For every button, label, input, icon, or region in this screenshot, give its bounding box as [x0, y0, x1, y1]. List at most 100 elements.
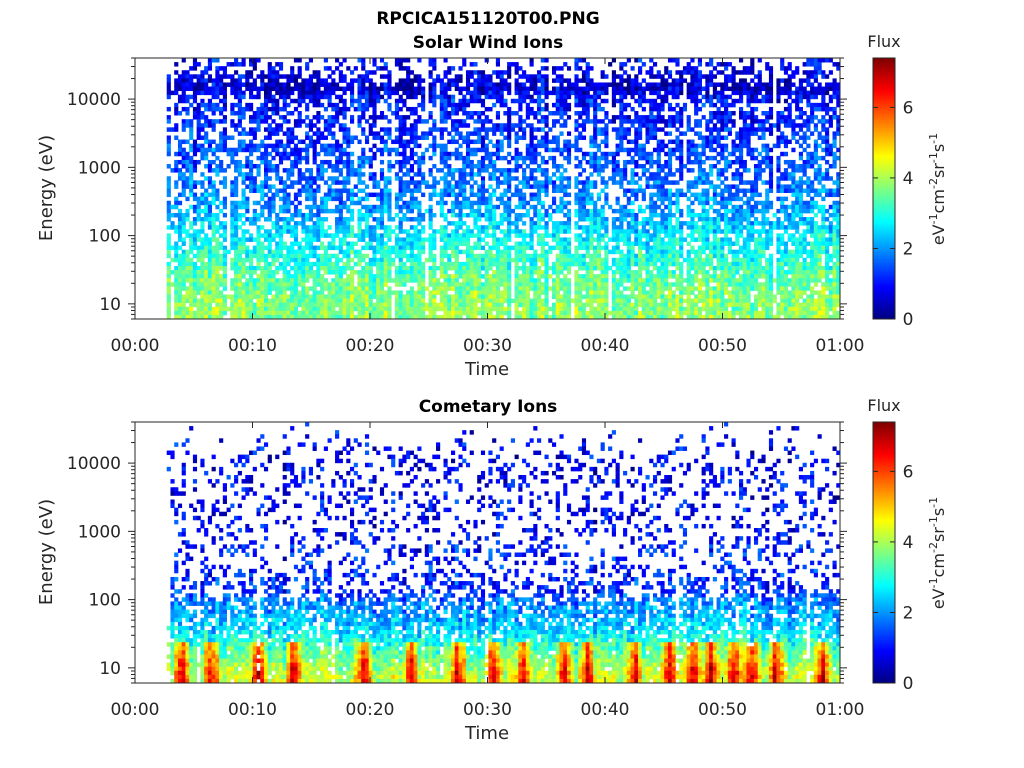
heatmap-cell: [166, 164, 171, 169]
heatmap-cell: [342, 135, 347, 140]
heatmap-cell: [245, 102, 250, 108]
heatmap-cell: [417, 270, 422, 275]
heatmap-cell: [458, 204, 463, 210]
heatmap-cell: [574, 192, 579, 198]
heatmap-cell: [480, 180, 486, 185]
heatmap-cell: [480, 82, 486, 87]
heatmap-cell: [297, 261, 302, 267]
heatmap-cell: [342, 98, 347, 104]
heatmap-cell: [525, 78, 530, 83]
heatmap-cell: [181, 274, 186, 279]
heatmap-cell: [249, 294, 254, 300]
heatmap-cell: [540, 90, 545, 96]
heatmap-cell: [323, 192, 328, 198]
heatmap-cell: [275, 70, 280, 75]
heatmap-cell: [204, 286, 209, 291]
heatmap-cell: [234, 237, 239, 242]
heatmap-cell: [286, 176, 291, 181]
heatmap-cell: [245, 147, 250, 153]
heatmap-cell: [413, 106, 418, 112]
heatmap-cell: [589, 172, 594, 177]
heatmap-cell: [219, 253, 224, 259]
heatmap-cell: [507, 90, 512, 96]
heatmap-cell: [387, 257, 392, 263]
heatmap-cell: [192, 237, 198, 242]
heatmap-cell: [477, 241, 482, 246]
heatmap-cell: [252, 58, 257, 63]
heatmap-cell: [533, 151, 538, 157]
heatmap-cell: [518, 192, 523, 198]
heatmap-cell: [454, 119, 459, 124]
heatmap-cell: [379, 225, 385, 230]
heatmap-cell: [454, 127, 459, 132]
heatmap-cell: [402, 188, 407, 193]
heatmap-cell: [428, 249, 433, 255]
heatmap-cell: [241, 233, 246, 238]
heatmap-cell: [428, 204, 433, 210]
heatmap-cell: [353, 200, 358, 206]
heatmap-cell: [234, 225, 239, 230]
heatmap-cell: [421, 106, 426, 112]
heatmap-cell: [177, 212, 183, 218]
heatmap-cell: [514, 233, 519, 238]
heatmap-cell: [533, 176, 538, 181]
heatmap-cell: [514, 78, 519, 83]
heatmap-cell: [469, 253, 474, 259]
heatmap-cell: [234, 245, 239, 251]
heatmap-cell: [252, 62, 257, 67]
heatmap-cell: [484, 127, 489, 132]
heatmap-cell: [507, 294, 512, 300]
heatmap-cell: [529, 270, 534, 275]
heatmap-cell: [417, 212, 422, 218]
heatmap-cell: [480, 212, 486, 218]
heatmap-cell: [484, 217, 489, 222]
heatmap-cell: [529, 159, 534, 165]
heatmap-cell: [320, 196, 325, 202]
heatmap-cell: [574, 257, 579, 263]
heatmap-cell: [462, 176, 467, 181]
heatmap-cell: [305, 212, 310, 218]
heatmap-cell: [293, 286, 299, 291]
heatmap-cell: [196, 278, 201, 283]
heatmap-cell: [391, 90, 396, 96]
heatmap-cell: [271, 143, 276, 149]
heatmap-cell: [379, 168, 385, 173]
heatmap-cell: [465, 298, 471, 304]
heatmap-cell: [499, 139, 504, 145]
heatmap-cell: [465, 164, 471, 169]
heatmap-cell: [282, 180, 287, 185]
heatmap-cell: [484, 278, 489, 283]
heatmap-cell: [252, 115, 257, 120]
heatmap-cell: [443, 212, 448, 218]
heatmap-cell: [297, 139, 302, 145]
heatmap-cell: [177, 290, 183, 295]
heatmap-cell: [507, 131, 512, 136]
heatmap-cell: [578, 253, 583, 259]
heatmap-cell: [421, 119, 426, 124]
heatmap-cell: [260, 180, 265, 185]
heatmap-cell: [559, 221, 564, 226]
heatmap-cell: [335, 225, 340, 230]
heatmap-cell: [398, 225, 403, 230]
heatmap-cell: [275, 270, 280, 275]
heatmap-cell: [278, 180, 284, 185]
heatmap-cell: [312, 314, 317, 320]
heatmap-cell: [181, 221, 186, 226]
heatmap-cell: [398, 192, 403, 198]
heatmap-cell: [196, 233, 201, 238]
heatmap-cell: [241, 90, 246, 96]
heatmap-cell: [316, 172, 321, 177]
heatmap-cell: [574, 78, 579, 83]
heatmap-cell: [596, 298, 602, 304]
heatmap-cell: [297, 70, 302, 75]
heatmap-cell: [589, 274, 594, 279]
heatmap-cell: [383, 265, 388, 271]
heatmap-cell: [189, 270, 194, 275]
heatmap-cell: [379, 294, 385, 300]
heatmap-cell: [372, 245, 377, 251]
heatmap-cell: [290, 168, 295, 173]
heatmap-cell: [514, 139, 519, 145]
heatmap-cell: [189, 180, 194, 185]
heatmap-cell: [282, 221, 287, 226]
heatmap-cell: [361, 127, 366, 132]
